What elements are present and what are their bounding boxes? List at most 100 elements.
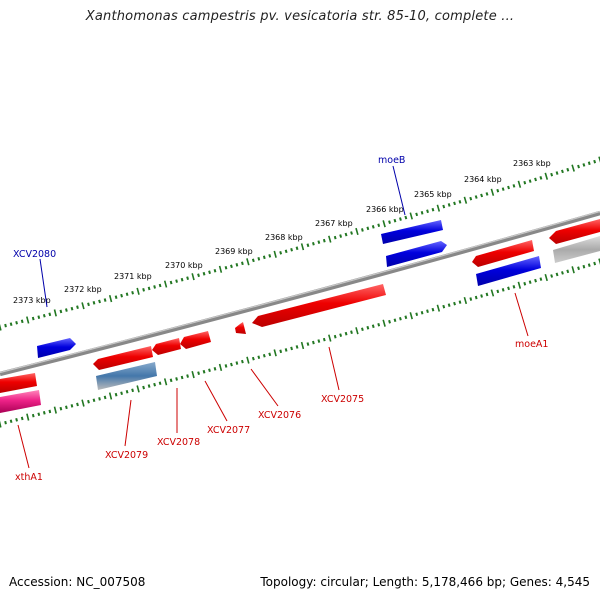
outer-tick — [333, 235, 337, 240]
inner-tick — [103, 395, 107, 400]
leader-XCV2077 — [204, 380, 228, 422]
label-moeB[interactable]: moeB — [378, 155, 405, 166]
inner-tick — [142, 385, 145, 390]
inner-tick — [125, 389, 129, 394]
leader-xthA1 — [17, 424, 30, 469]
outer-tick — [507, 185, 510, 190]
outer-tick — [224, 265, 228, 270]
inner-tick — [355, 327, 359, 335]
label-moeA1[interactable]: moeA1 — [515, 339, 548, 350]
inner-tick — [108, 392, 113, 400]
label-XCV2078[interactable]: XCV2078 — [157, 437, 200, 448]
gene-right-red[interactable] — [549, 219, 600, 244]
inner-tick — [169, 378, 173, 383]
inner-tick — [70, 404, 74, 408]
gene-XCV2079[interactable] — [93, 346, 153, 370]
label-xthA1[interactable]: xthA1 — [15, 472, 43, 483]
inner-tick — [442, 304, 446, 309]
outer-tick — [388, 220, 391, 224]
inner-tick — [517, 281, 522, 289]
leader-XCV2075 — [328, 346, 340, 391]
kbp-label-2370: 2370 kbp — [165, 261, 203, 270]
gene-moeB[interactable] — [381, 220, 443, 244]
gene-XCV2079-rna[interactable] — [96, 362, 157, 390]
inner-tick — [4, 420, 7, 425]
inner-tick — [208, 368, 211, 373]
inner-tick — [284, 348, 288, 352]
gene-moeA1[interactable] — [472, 240, 534, 267]
outer-tick — [169, 280, 173, 285]
inner-tick — [523, 281, 527, 286]
label-XCV2079[interactable]: XCV2079 — [105, 450, 148, 461]
outer-tick — [273, 250, 277, 258]
outer-tick — [197, 273, 200, 278]
outer-tick — [20, 319, 24, 324]
inner-tick — [59, 406, 63, 411]
outer-tick — [251, 258, 255, 263]
inner-tick — [131, 388, 134, 393]
outer-tick — [361, 228, 364, 232]
gene-moeA1-blue[interactable] — [476, 256, 541, 286]
inner-tick — [344, 331, 348, 336]
inner-tick — [436, 304, 441, 312]
inner-tick — [213, 367, 217, 371]
inner-tick — [463, 296, 468, 305]
kbp-label-2369: 2369 kbp — [215, 247, 253, 256]
label-XCV2077[interactable]: XCV2077 — [207, 425, 250, 436]
outer-tick — [158, 283, 162, 288]
label-XCV2080[interactable]: XCV2080 — [13, 249, 56, 260]
outer-tick — [404, 215, 408, 220]
inner-tick — [76, 402, 79, 407]
inner-tick — [9, 419, 13, 424]
outer-tick — [420, 211, 424, 215]
inner-tick — [350, 330, 353, 334]
gene-XCV2076[interactable] — [235, 322, 246, 334]
outer-tick — [571, 164, 575, 172]
inner-tick — [571, 266, 575, 274]
outer-tick — [355, 227, 359, 236]
gene-xthA1[interactable] — [0, 390, 41, 413]
label-XCV2076[interactable]: XCV2076 — [258, 410, 301, 421]
inner-tick — [186, 374, 189, 378]
outer-tick — [415, 212, 419, 217]
outer-tick — [213, 268, 217, 273]
inner-tick — [377, 322, 381, 327]
gene-moeB-2[interactable] — [386, 241, 447, 267]
inner-tick — [279, 349, 283, 354]
outer-tick — [474, 195, 478, 199]
outer-tick — [328, 235, 332, 243]
inner-tick — [361, 327, 364, 331]
outer-tick — [561, 169, 564, 174]
gene-XCV2080[interactable] — [37, 338, 76, 358]
inner-tick — [218, 363, 223, 372]
leader-XCV2080 — [39, 258, 48, 308]
gene-left-red[interactable] — [0, 373, 37, 393]
gene-XCV2078[interactable] — [152, 338, 181, 355]
outer-tick — [246, 258, 250, 266]
gene-right-gray[interactable] — [553, 236, 600, 263]
outer-tick — [98, 299, 101, 304]
outer-tick — [426, 209, 429, 214]
outer-tick — [279, 251, 283, 255]
label-XCV2075[interactable]: XCV2075 — [321, 394, 364, 405]
outer-tick — [125, 292, 129, 297]
gene-XCV2077[interactable] — [180, 331, 211, 349]
inner-tick — [420, 310, 424, 315]
kbp-label-2368: 2368 kbp — [265, 233, 303, 242]
inner-tick — [92, 398, 96, 403]
inner-tick — [339, 333, 343, 337]
outer-tick — [108, 294, 113, 303]
outer-tick — [81, 302, 85, 310]
outer-tick — [241, 261, 244, 266]
inner-tick — [257, 355, 261, 360]
outer-tick — [598, 156, 600, 163]
outer-tick — [436, 204, 441, 212]
inner-tick — [48, 409, 52, 414]
genome-backbone — [0, 210, 600, 377]
map-title: Xanthomonas campestris pv. vesicatoria s… — [85, 9, 515, 24]
outer-tick-ring — [0, 156, 600, 331]
outer-tick — [142, 288, 145, 292]
gene-XCV2075[interactable] — [252, 284, 386, 327]
inner-tick — [268, 352, 272, 357]
